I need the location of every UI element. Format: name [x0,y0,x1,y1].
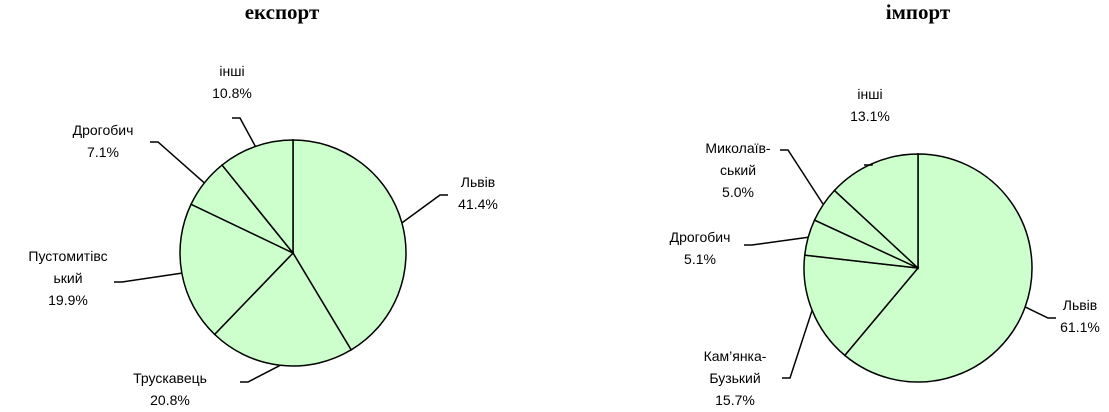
leader-line [1024,306,1056,319]
label-text: 13.1% [850,108,890,124]
slice-label: інші 13.1% [850,83,890,127]
label-text: Дрогобич [72,122,134,138]
label-text: експорт [244,0,320,24]
label-text: 5.0% [722,184,754,200]
label-text: 20.8% [150,392,190,408]
label-text: Львів [1062,297,1098,313]
label-text: Трускавець [133,370,207,386]
leader-line [780,149,824,205]
chart-title: експорт [245,0,320,25]
slice-label: Трускавець 20.8% [133,367,207,411]
label-text: 5.1% [684,251,716,267]
pie-slice [221,139,294,256]
label-text: Львів [460,174,496,190]
label-text: 7.1% [87,144,119,160]
chart-title: імпорт [886,0,950,25]
slice-label: Миколаїв- ський 5.0% [705,137,770,203]
slice-label: Кам’янка- Бузький 15.7% [704,345,767,411]
slice-label: Дрогобич 7.1% [73,119,134,163]
label-text: Дрогобич [669,229,731,245]
label-text: 19.9% [48,292,88,308]
leader-line [240,364,281,383]
label-text: 15.7% [715,392,755,408]
pie-slice [213,251,353,367]
leader-line [782,310,813,379]
leader-line [864,163,874,166]
label-text: 61.1% [1060,319,1100,335]
label-text: імпорт [885,0,951,24]
label-text: Кам’янка- Бузький [703,348,767,386]
leader-line [150,141,205,184]
pie-slice [803,254,920,357]
slice-label: Львів 61.1% [1060,294,1100,338]
slice-label: Пустомитівс ький 19.9% [28,245,107,311]
label-text: Миколаїв- ський [705,140,771,178]
label-text: 41.4% [458,196,498,212]
label-text: 10.8% [212,85,252,101]
leader-line [114,272,182,283]
label-text: інші [857,86,883,102]
leader-line [232,117,257,147]
slice-label: інші 10.8% [212,60,252,104]
leader-line [401,194,448,224]
slice-label: Львів 41.4% [458,171,498,215]
leader-line [744,236,809,246]
label-text: Пустомитівс ький [28,248,108,286]
label-text: інші [219,63,245,79]
slice-label: Дрогобич 5.1% [670,226,731,270]
